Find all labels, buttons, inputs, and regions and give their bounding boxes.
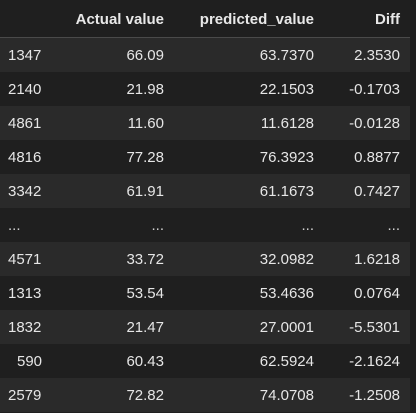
table-body: 1347 66.09 63.7370 2.3530 2140 21.98 22.… — [0, 37, 410, 412]
predicted-value-cell: 11.6128 — [174, 106, 324, 140]
table-row: 4816 77.28 76.3923 0.8877 — [0, 140, 410, 174]
row-index: 4816 — [0, 140, 62, 174]
ellipsis-row: ... ... ... ... — [0, 208, 410, 242]
diff-cell: -0.1703 — [324, 72, 410, 106]
predicted-value-cell: 61.1673 — [174, 174, 324, 208]
diff-cell: 0.8877 — [324, 140, 410, 174]
actual-value-cell: 53.54 — [62, 276, 174, 310]
table-row: 3342 61.91 61.1673 0.7427 — [0, 174, 410, 208]
table-row: 1347 66.09 63.7370 2.3530 — [0, 37, 410, 72]
actual-value-cell: 66.09 — [62, 37, 174, 72]
dataframe-table: Actual value predicted_value Diff 1347 6… — [0, 2, 410, 412]
predicted-value-cell: ... — [174, 208, 324, 242]
predicted-value-header: predicted_value — [174, 2, 324, 38]
actual-value-cell: ... — [62, 208, 174, 242]
actual-value-cell: 21.98 — [62, 72, 174, 106]
actual-value-cell: 61.91 — [62, 174, 174, 208]
row-index: 590 — [0, 344, 62, 378]
diff-cell: 1.6218 — [324, 242, 410, 276]
table-header: Actual value predicted_value Diff — [0, 2, 410, 38]
diff-cell: -5.5301 — [324, 310, 410, 344]
diff-cell: -2.1624 — [324, 344, 410, 378]
table-row: 2140 21.98 22.1503 -0.1703 — [0, 72, 410, 106]
diff-cell: -1.2508 — [324, 378, 410, 412]
diff-cell: ... — [324, 208, 410, 242]
header-row: Actual value predicted_value Diff — [0, 2, 410, 38]
row-index: 1313 — [0, 276, 62, 310]
diff-cell: -0.0128 — [324, 106, 410, 140]
row-index: 1347 — [0, 37, 62, 72]
table-row: 1313 53.54 53.4636 0.0764 — [0, 276, 410, 310]
table-row: 1832 21.47 27.0001 -5.5301 — [0, 310, 410, 344]
row-index: 2579 — [0, 378, 62, 412]
predicted-value-cell: 63.7370 — [174, 37, 324, 72]
predicted-value-cell: 62.5924 — [174, 344, 324, 378]
actual-value-header: Actual value — [62, 2, 174, 38]
row-index: 2140 — [0, 72, 62, 106]
predicted-value-cell: 32.0982 — [174, 242, 324, 276]
actual-value-cell: 60.43 — [62, 344, 174, 378]
actual-value-cell: 77.28 — [62, 140, 174, 174]
table-row: 4571 33.72 32.0982 1.6218 — [0, 242, 410, 276]
predicted-value-cell: 76.3923 — [174, 140, 324, 174]
predicted-value-cell: 53.4636 — [174, 276, 324, 310]
actual-value-cell: 33.72 — [62, 242, 174, 276]
actual-value-cell: 11.60 — [62, 106, 174, 140]
diff-cell: 2.3530 — [324, 37, 410, 72]
actual-value-cell: 21.47 — [62, 310, 174, 344]
table-row: 4861 11.60 11.6128 -0.0128 — [0, 106, 410, 140]
predicted-value-cell: 74.0708 — [174, 378, 324, 412]
table-row: 590 60.43 62.5924 -2.1624 — [0, 344, 410, 378]
table-row: 2579 72.82 74.0708 -1.2508 — [0, 378, 410, 412]
row-index: 4861 — [0, 106, 62, 140]
actual-value-cell: 72.82 — [62, 378, 174, 412]
diff-cell: 0.7427 — [324, 174, 410, 208]
predicted-value-cell: 22.1503 — [174, 72, 324, 106]
index-header — [0, 2, 62, 38]
row-index: 3342 — [0, 174, 62, 208]
predicted-value-cell: 27.0001 — [174, 310, 324, 344]
diff-header: Diff — [324, 2, 410, 38]
row-index: 1832 — [0, 310, 62, 344]
row-index: 4571 — [0, 242, 62, 276]
diff-cell: 0.0764 — [324, 276, 410, 310]
row-index: ... — [0, 208, 62, 242]
